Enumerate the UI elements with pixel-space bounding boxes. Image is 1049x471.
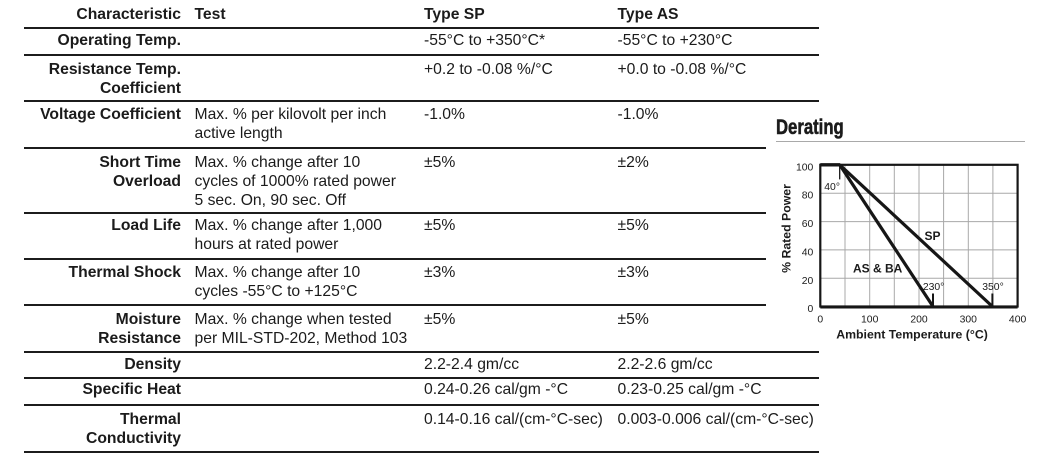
- svg-text:0: 0: [817, 315, 823, 326]
- svg-text:100: 100: [861, 315, 879, 326]
- svg-text:60: 60: [802, 219, 814, 230]
- svg-text:Ambient Temperature (°C): Ambient Temperature (°C): [836, 327, 988, 341]
- svg-text:% Rated Power: % Rated Power: [779, 184, 793, 273]
- svg-text:400: 400: [1009, 315, 1027, 326]
- svg-text:20: 20: [802, 276, 814, 287]
- svg-text:0: 0: [808, 304, 814, 315]
- svg-text:40°: 40°: [824, 182, 840, 193]
- svg-text:100: 100: [796, 162, 814, 173]
- svg-text:300: 300: [960, 315, 978, 326]
- svg-text:AS & BA: AS & BA: [853, 261, 903, 275]
- svg-text:350°: 350°: [982, 282, 1004, 293]
- svg-text:40: 40: [802, 247, 814, 258]
- svg-text:80: 80: [802, 191, 814, 202]
- svg-text:200: 200: [910, 315, 928, 326]
- svg-text:230°: 230°: [923, 282, 945, 293]
- svg-text:SP: SP: [925, 229, 941, 243]
